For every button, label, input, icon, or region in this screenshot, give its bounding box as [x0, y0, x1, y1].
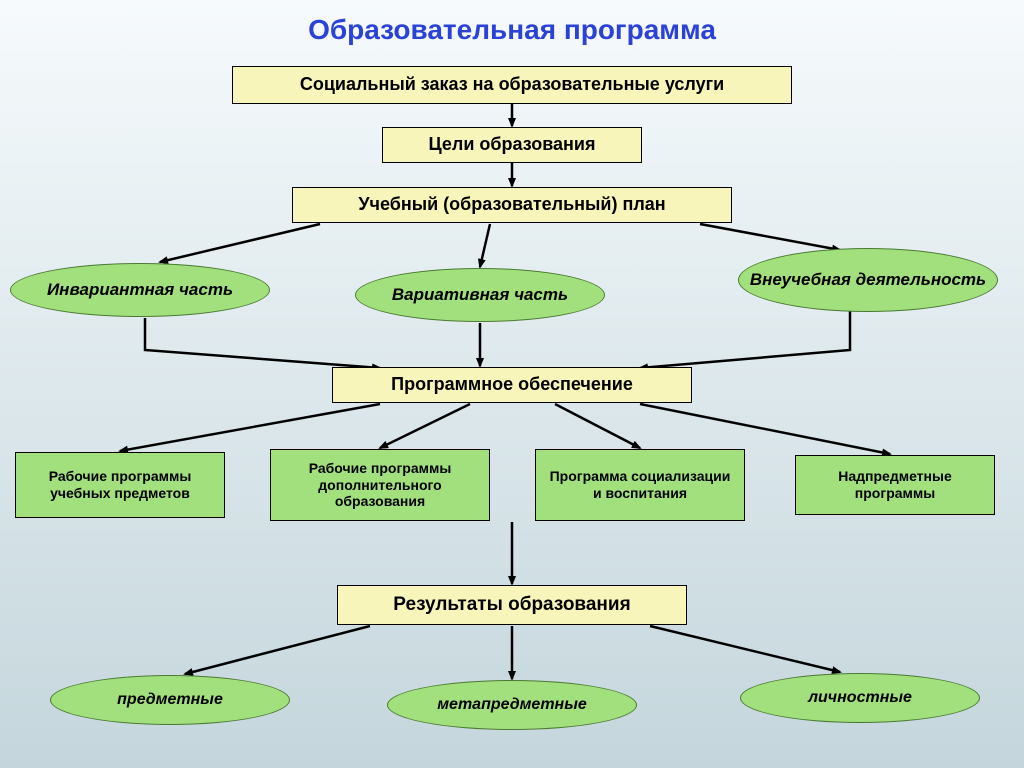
node-invariant: Инвариантная часть — [10, 263, 270, 317]
node-software: Программное обеспечение — [332, 367, 692, 403]
node-prog2: Рабочие программы дополнительного образо… — [270, 449, 490, 521]
node-prog1: Рабочие программы учебных предметов — [15, 452, 225, 518]
node-subject: предметные — [50, 675, 290, 725]
arrow — [480, 224, 490, 267]
node-prog3: Программа социализации и воспитания — [535, 449, 745, 521]
arrow — [650, 626, 840, 672]
node-plan: Учебный (образовательный) план — [292, 187, 732, 223]
node-results: Результаты образования — [337, 585, 687, 625]
arrow — [700, 224, 840, 250]
node-extracurr: Внеучебная деятельность — [738, 248, 998, 312]
node-social_order: Социальный заказ на образовательные услу… — [232, 66, 792, 104]
node-meta: метапредметные — [387, 680, 637, 730]
arrow — [380, 404, 470, 448]
node-goals: Цели образования — [382, 127, 642, 163]
arrow — [145, 318, 380, 368]
arrow — [120, 404, 380, 451]
arrow — [160, 224, 320, 262]
arrow — [185, 626, 370, 674]
diagram-title: Образовательная программа — [0, 12, 1024, 48]
node-prog4: Надпредметные программы — [795, 455, 995, 515]
arrow — [640, 311, 850, 368]
node-variative: Вариативная часть — [355, 268, 605, 322]
arrow — [640, 404, 890, 454]
node-personal: личностные — [740, 673, 980, 723]
arrow — [555, 404, 640, 448]
